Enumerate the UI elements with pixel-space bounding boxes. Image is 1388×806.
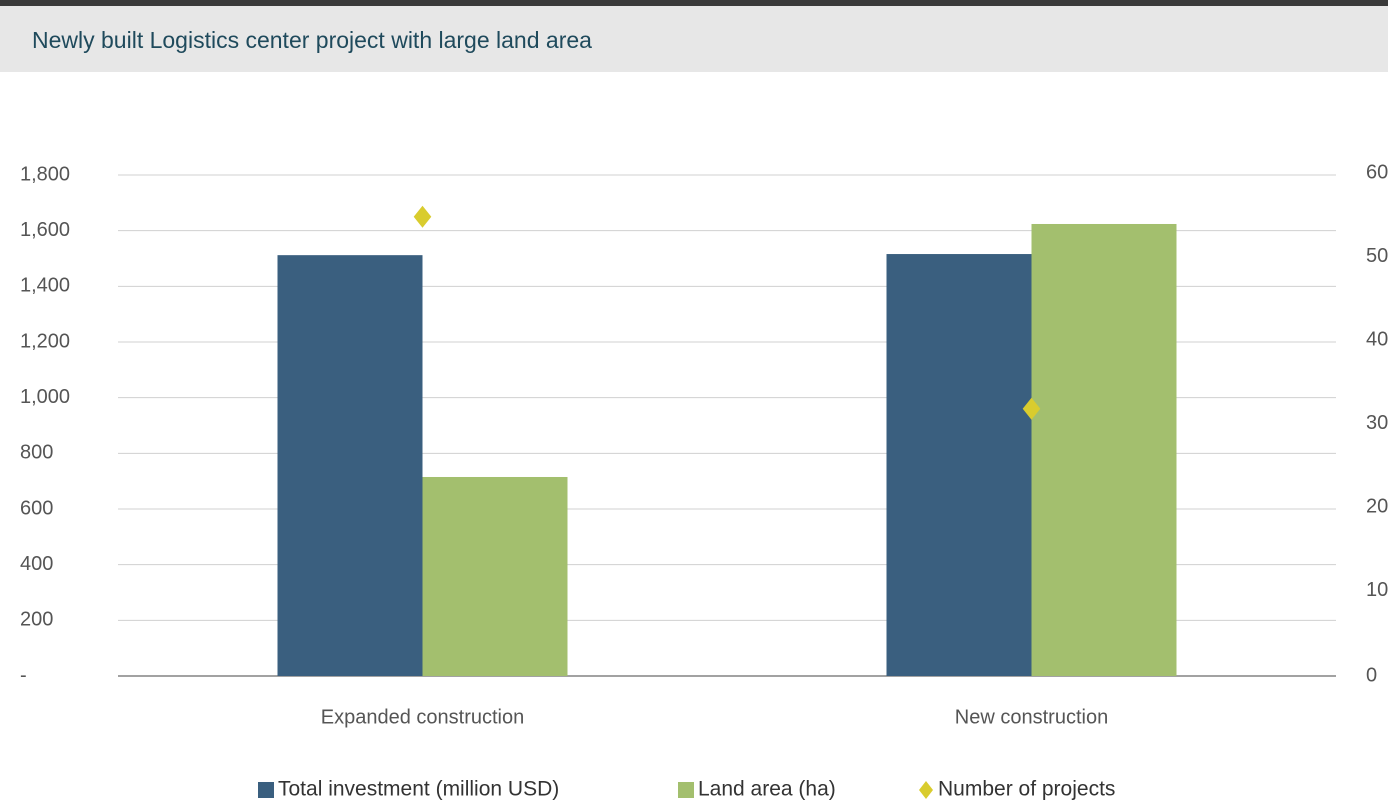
bar xyxy=(422,476,568,676)
top-rule xyxy=(0,0,1388,6)
y2-tick-label: 60 xyxy=(1366,161,1388,183)
y-tick-label: 1,800 xyxy=(20,163,70,185)
y2-tick-label: 40 xyxy=(1366,328,1388,350)
legend-swatch xyxy=(919,781,933,799)
chart-title: Newly built Logistics center project wit… xyxy=(32,27,592,53)
header-bar xyxy=(0,6,1388,72)
legend-label: Land area (ha) xyxy=(698,778,836,801)
y-tick-label: 1,400 xyxy=(20,275,70,297)
y2-tick-label: 0 xyxy=(1366,664,1377,686)
y-tick-label: 600 xyxy=(20,497,53,519)
y-tick-label: 800 xyxy=(20,442,53,464)
marker xyxy=(413,205,432,228)
y-tick-label: 200 xyxy=(20,609,53,631)
y-tick-label: 400 xyxy=(20,553,53,575)
y-tick-label: - xyxy=(20,664,27,686)
legend-swatch xyxy=(678,782,694,798)
y2-tick-label: 10 xyxy=(1366,579,1388,601)
y2-tick-label: 30 xyxy=(1366,412,1388,434)
marker xyxy=(1022,397,1041,420)
bar xyxy=(1031,223,1177,676)
bar xyxy=(886,254,1032,676)
x-tick-label: Expanded construction xyxy=(321,706,524,728)
legend-label: Number of projects xyxy=(938,778,1115,801)
legend-label: Total investment (million USD) xyxy=(278,778,559,801)
y-tick-label: 1,000 xyxy=(20,386,70,408)
y2-tick-label: 20 xyxy=(1366,495,1388,517)
y2-tick-label: 50 xyxy=(1366,245,1388,267)
x-tick-label: New construction xyxy=(955,706,1108,728)
legend-swatch xyxy=(258,782,274,798)
y-tick-label: 1,600 xyxy=(20,219,70,241)
y-tick-label: 1,200 xyxy=(20,330,70,352)
bar xyxy=(277,255,423,676)
